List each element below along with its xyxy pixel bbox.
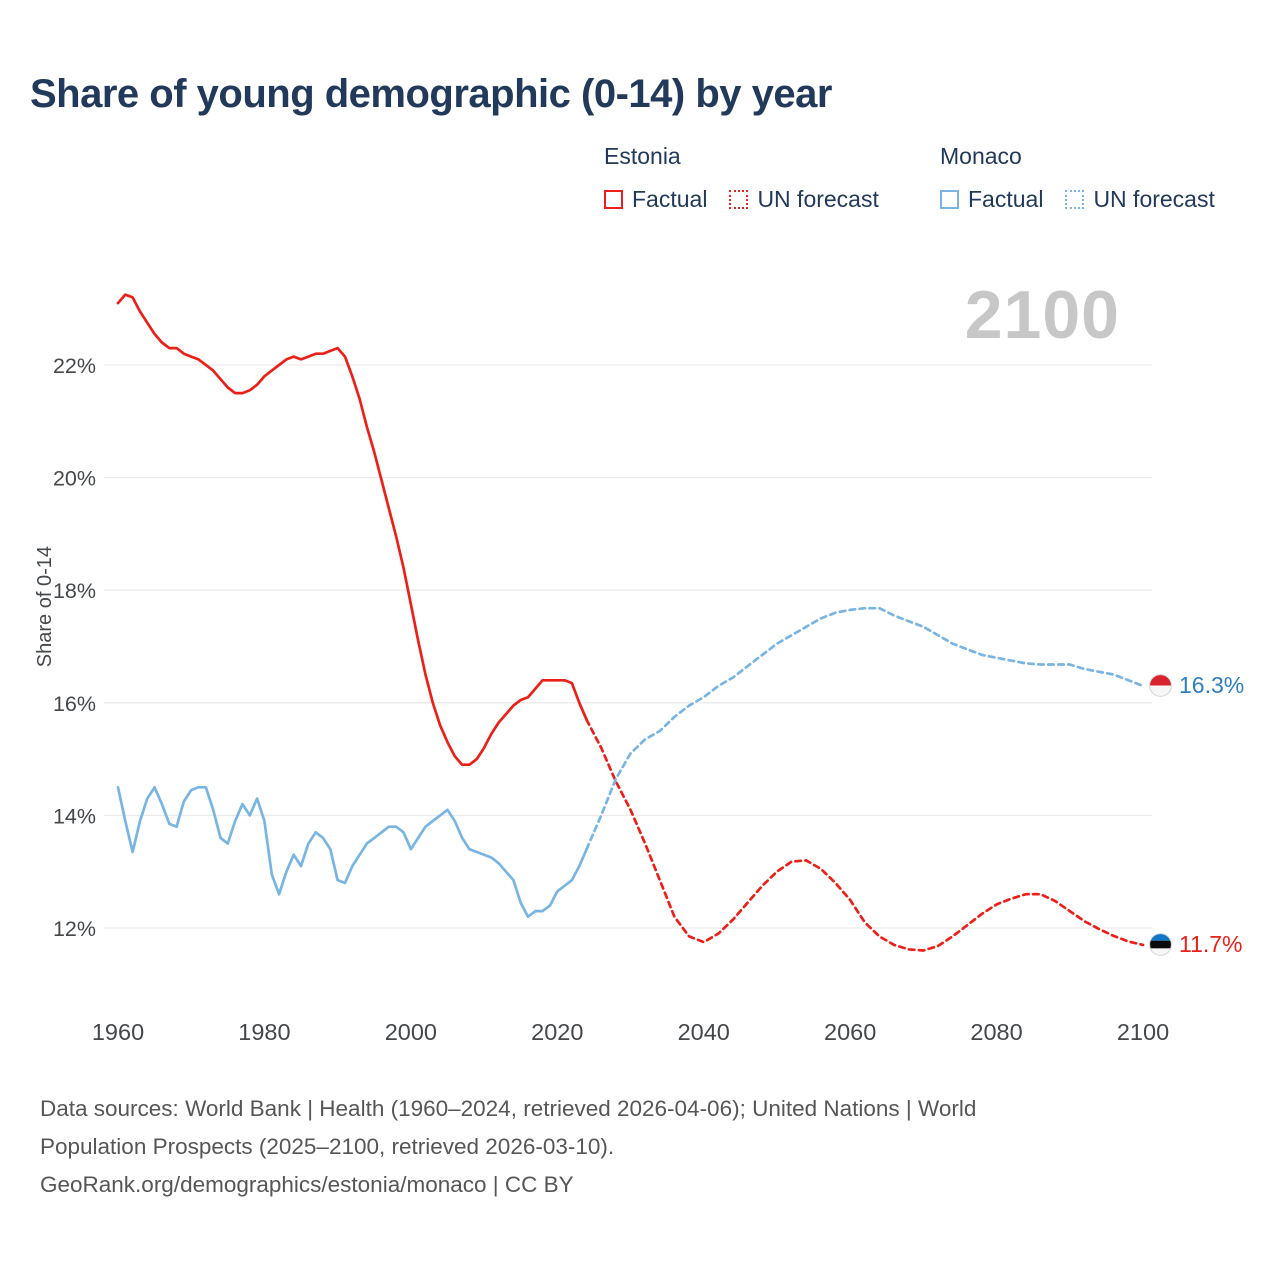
legend-label: Factual — [632, 186, 708, 212]
end-value-estonia: 11.7% — [1179, 931, 1243, 958]
legend-label: UN forecast — [757, 186, 879, 212]
estonia-flag-icon — [1149, 933, 1172, 957]
footer: Data sources: World Bank | Health (1960–… — [40, 1090, 976, 1204]
monaco-flag-icon — [1149, 674, 1172, 698]
page-title: Share of young demographic (0-14) by yea… — [30, 72, 832, 116]
y-tick-label: 12% — [53, 917, 96, 941]
x-tick-label: 1980 — [238, 1019, 290, 1045]
legend-title-monaco: Monaco — [940, 143, 1022, 169]
legend-swatch-1-1 — [1065, 190, 1085, 209]
legend-items-monaco: Factual UN forecast — [940, 186, 1215, 213]
x-tick-label: 2020 — [531, 1019, 583, 1045]
y-tick-label: 20% — [53, 467, 96, 491]
legend-item-monaco-factual[interactable]: Factual — [940, 186, 1043, 213]
legend-item-estonia-factual[interactable]: Factual — [604, 186, 707, 213]
estonia-un-forecast-line — [585, 718, 1145, 952]
legend-item-monaco-forecast[interactable]: UN forecast — [1065, 186, 1215, 213]
legend-group-monaco: Monaco Factual UN forecast — [940, 143, 1215, 213]
end-value-monaco: 16.3% — [1179, 672, 1245, 699]
x-tick-label: 2100 — [1117, 1019, 1169, 1045]
y-tick-label: 18% — [53, 579, 96, 603]
legend-swatch-0-1 — [729, 190, 749, 209]
monaco-un-forecast-line — [585, 606, 1145, 851]
x-tick-label: 2000 — [385, 1019, 437, 1045]
footer-attribution[interactable]: GeoRank.org/demographics/estonia/monaco … — [40, 1172, 574, 1197]
y-tick-label: 22% — [53, 354, 96, 378]
footer-data-sources-line1: Data sources: World Bank | Health (1960–… — [40, 1096, 977, 1121]
footer-data-sources-line2: Population Prospects (2025–2100, retriev… — [40, 1134, 615, 1159]
x-tick-label: 2060 — [824, 1019, 876, 1045]
legend-title-estonia: Estonia — [604, 143, 681, 169]
estonia-factual-line — [116, 293, 588, 767]
monaco-factual-line — [116, 785, 588, 919]
legend-group-estonia: Estonia Factual UN forecast — [604, 143, 879, 213]
x-tick-label: 2080 — [970, 1019, 1022, 1045]
legend-swatch-0-0 — [604, 190, 623, 209]
end-label-monaco: 16.3% — [1149, 672, 1244, 700]
watermark-year: 2100 — [964, 277, 1120, 353]
legend-items-estonia: Factual UN forecast — [604, 186, 879, 213]
y-tick-label: 16% — [53, 692, 96, 716]
legend-item-estonia-forecast[interactable]: UN forecast — [729, 186, 879, 213]
end-label-estonia: 11.7% — [1149, 931, 1243, 959]
legend-swatch-1-0 — [940, 190, 959, 209]
legend-label: UN forecast — [1093, 186, 1215, 212]
x-tick-label: 2040 — [678, 1019, 730, 1045]
y-tick-label: 14% — [53, 804, 96, 828]
x-tick-label: 1960 — [92, 1019, 144, 1045]
legend-label: Factual — [968, 186, 1044, 212]
